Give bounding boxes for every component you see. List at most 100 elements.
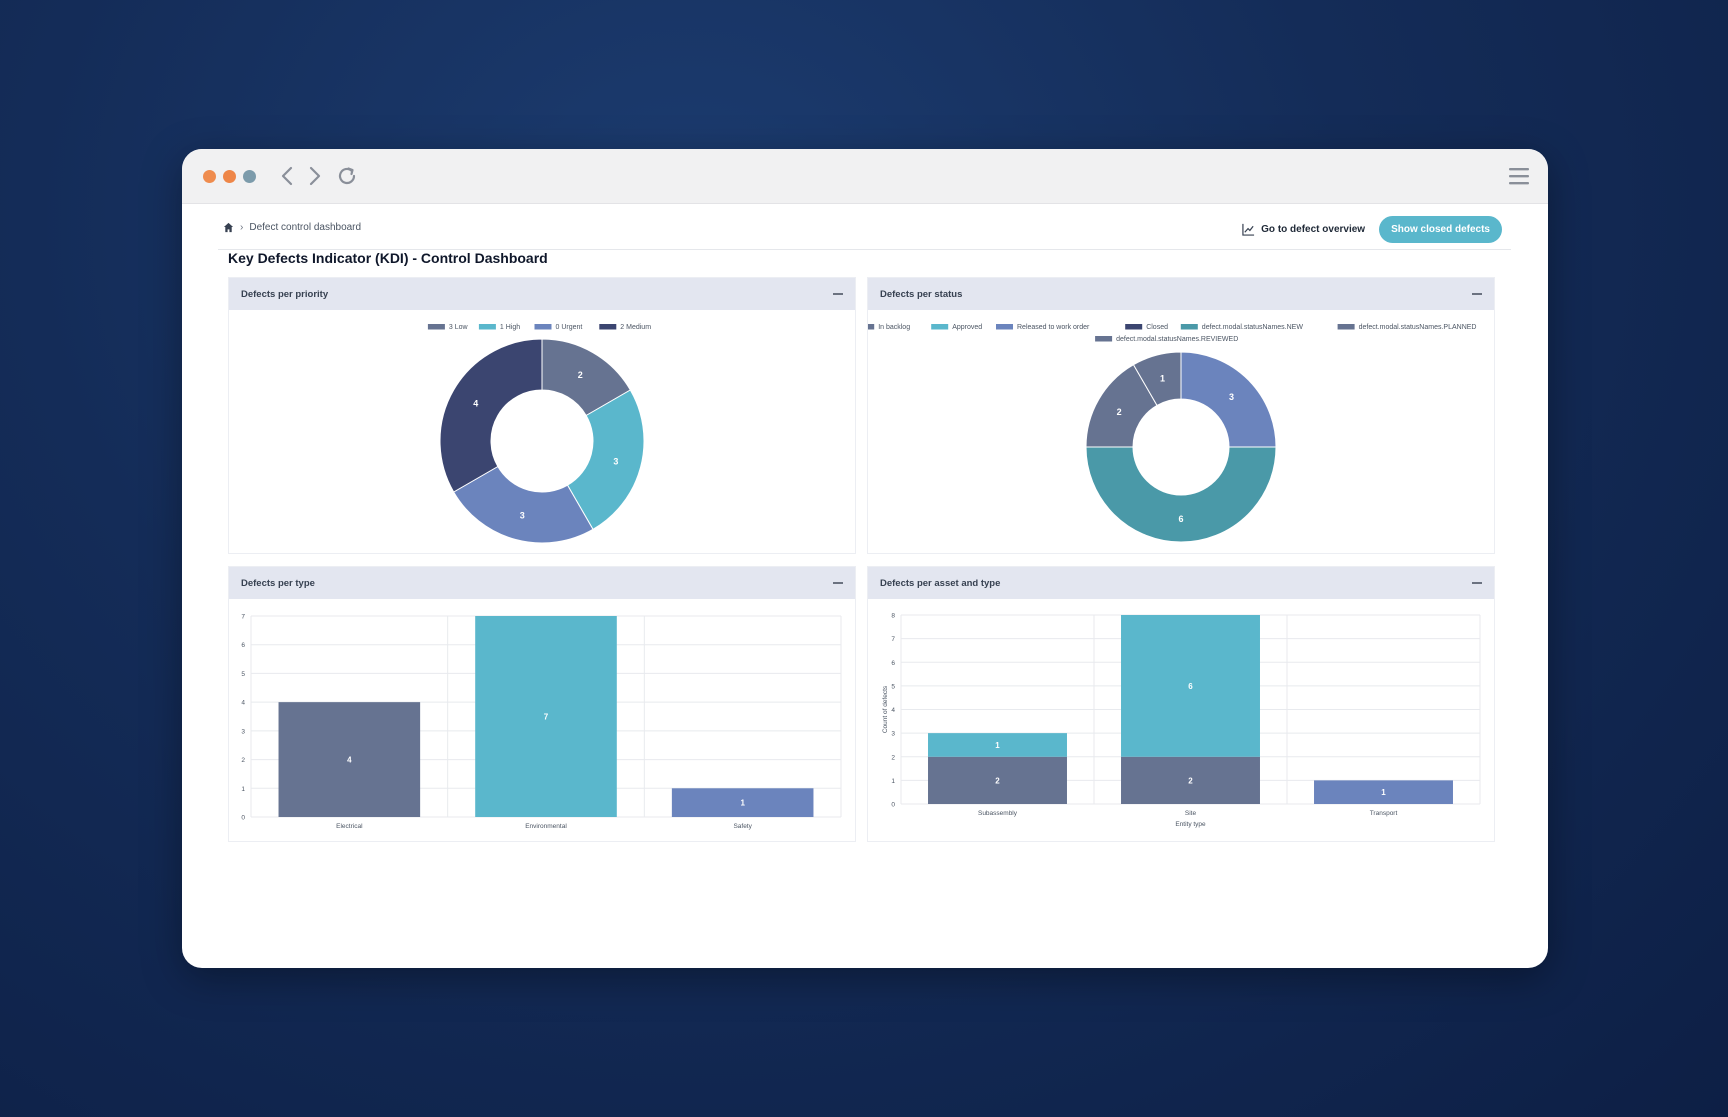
legend-label: 1 High <box>500 324 520 331</box>
bar-segment <box>1121 756 1260 804</box>
minimize-icon[interactable] <box>1472 293 1482 295</box>
legend-swatch <box>478 324 496 330</box>
chevron-right-icon: › <box>240 221 244 233</box>
home-icon[interactable] <box>223 222 234 233</box>
y-tick-label: 5 <box>891 683 895 690</box>
donut-slice <box>452 465 594 544</box>
bar-segment <box>928 733 1067 757</box>
y-tick-label: 3 <box>891 731 895 738</box>
bar <box>671 788 814 817</box>
donut-slice <box>1085 446 1277 543</box>
panel-title: Defects per type <box>241 577 315 589</box>
legend-label: Closed <box>1146 324 1168 331</box>
legend-label: 3 Low <box>449 324 469 331</box>
y-tick-label: 6 <box>241 642 245 649</box>
y-tick-label: 1 <box>891 778 895 785</box>
legend-label: defect.modal.statusNames.PLANNED <box>1359 324 1477 331</box>
bar-value-label: 1 <box>995 741 1000 750</box>
legend-swatch <box>599 324 617 330</box>
asset-stacked-bar-chart: 0 1 2 3 4 5 6 7 8 2 1 Subassembly 2 6 Site 1 Transport En… <box>882 613 1481 828</box>
bar-value-label: 1 <box>740 799 745 808</box>
browser-window: › Defect control dashboard Go to defect … <box>182 149 1548 968</box>
y-tick-label: 7 <box>241 614 245 621</box>
x-tick-label: Environmental <box>525 823 567 830</box>
legend-swatch <box>1337 324 1355 330</box>
bar <box>278 702 421 817</box>
panel-defects-per-asset-and-type: Defects per asset and type 0 1 2 3 4 5 6 7 8 2 1 Su… <box>867 566 1495 842</box>
x-tick-label: Transport <box>1370 810 1398 817</box>
panel-header: Defects per asset and type <box>868 567 1494 599</box>
legend-swatch <box>427 324 445 330</box>
slice-value-label: 3 <box>520 510 525 520</box>
legend-swatch <box>996 324 1013 330</box>
forward-arrow-icon[interactable] <box>301 163 327 189</box>
panel-defects-per-priority: Defects per priority 3 Low 1 High 0 Urgent… <box>228 277 856 554</box>
y-tick-label: 8 <box>891 613 895 620</box>
status-donut-chart: In backlog Approved Released to work order… <box>868 324 1477 543</box>
y-tick-label: 6 <box>891 660 895 667</box>
x-tick-label: Subassembly <box>978 810 1018 817</box>
x-tick-label: Site <box>1185 810 1197 817</box>
top-actions: Go to defect overview Show closed defect… <box>1242 215 1502 243</box>
page-title: Key Defects Indicator (KDI) - Control Da… <box>228 250 548 266</box>
y-axis-label: Count of defects <box>882 685 889 733</box>
minimize-icon[interactable] <box>833 582 843 584</box>
breadcrumb-current: Defect control dashboard <box>249 221 362 233</box>
reload-icon[interactable] <box>334 163 360 189</box>
donut-slice <box>439 338 543 493</box>
y-tick-label: 0 <box>891 802 895 809</box>
show-closed-defects-button[interactable]: Show closed defects <box>1379 215 1502 243</box>
bar-segment <box>1314 780 1453 804</box>
donut-slice <box>566 389 645 531</box>
close-window-dot[interactable] <box>203 170 216 183</box>
header-divider <box>218 249 1511 250</box>
legend-label: defect.modal.statusNames.REVIEWED <box>1116 336 1238 343</box>
slice-value-label: 2 <box>578 370 583 380</box>
slice-value-label: 6 <box>1178 514 1183 524</box>
minimize-icon[interactable] <box>1472 582 1482 584</box>
panel-defects-per-type: Defects per type 0 1 2 3 4 5 6 7 4 Electrical 7 Env… <box>228 566 856 842</box>
y-tick-label: 2 <box>891 754 895 761</box>
panel-header: Defects per status <box>868 278 1494 310</box>
donut-slice <box>1132 351 1182 407</box>
legend-label: In backlog <box>878 324 910 331</box>
slice-value-label: 3 <box>1229 392 1234 402</box>
back-arrow-icon[interactable] <box>275 163 301 189</box>
priority-donut-chart: 3 Low 1 High 0 Urgent 2 Medium 2 3 3 4 <box>427 324 651 544</box>
breadcrumb: › Defect control dashboard <box>223 220 361 234</box>
minimize-icon[interactable] <box>833 293 843 295</box>
bar-segment <box>1121 615 1260 757</box>
go-to-overview-label: Go to defect overview <box>1261 223 1366 235</box>
slice-value-label: 2 <box>1117 407 1122 417</box>
legend-label: 2 Medium <box>620 324 651 331</box>
legend-swatch <box>534 324 552 330</box>
legend-label: defect.modal.statusNames.NEW <box>1202 324 1304 331</box>
panel-header: Defects per priority <box>229 278 855 310</box>
y-tick-label: 5 <box>241 671 245 678</box>
bar-value-label: 2 <box>995 776 1000 785</box>
bar-segment <box>928 756 1067 804</box>
y-tick-label: 4 <box>241 700 245 707</box>
legend-label: 0 Urgent <box>556 324 583 331</box>
panel-header: Defects per type <box>229 567 855 599</box>
bar <box>475 616 617 817</box>
panel-title: Defects per asset and type <box>880 577 1001 589</box>
panel-title: Defects per status <box>880 288 963 300</box>
y-tick-label: 0 <box>241 815 245 822</box>
hamburger-menu-icon[interactable] <box>1508 165 1530 187</box>
legend-swatch <box>1125 324 1143 330</box>
y-tick-label: 3 <box>241 728 245 735</box>
maximize-window-dot[interactable] <box>243 170 256 183</box>
panel-defects-per-status: Defects per status In backlog Approved Rel… <box>867 277 1495 554</box>
minimize-window-dot[interactable] <box>223 170 236 183</box>
legend-swatch <box>931 324 949 330</box>
legend-label: Approved <box>952 324 982 331</box>
y-tick-label: 4 <box>891 707 895 714</box>
panel-title: Defects per priority <box>241 288 329 300</box>
x-axis-label: Entity type <box>1175 821 1206 828</box>
legend-label: Released to work order <box>1017 324 1090 331</box>
go-to-overview-link[interactable]: Go to defect overview <box>1242 223 1365 236</box>
legend-swatch <box>868 324 875 330</box>
bar-value-label: 7 <box>544 713 549 722</box>
donut-slice <box>1180 351 1277 448</box>
